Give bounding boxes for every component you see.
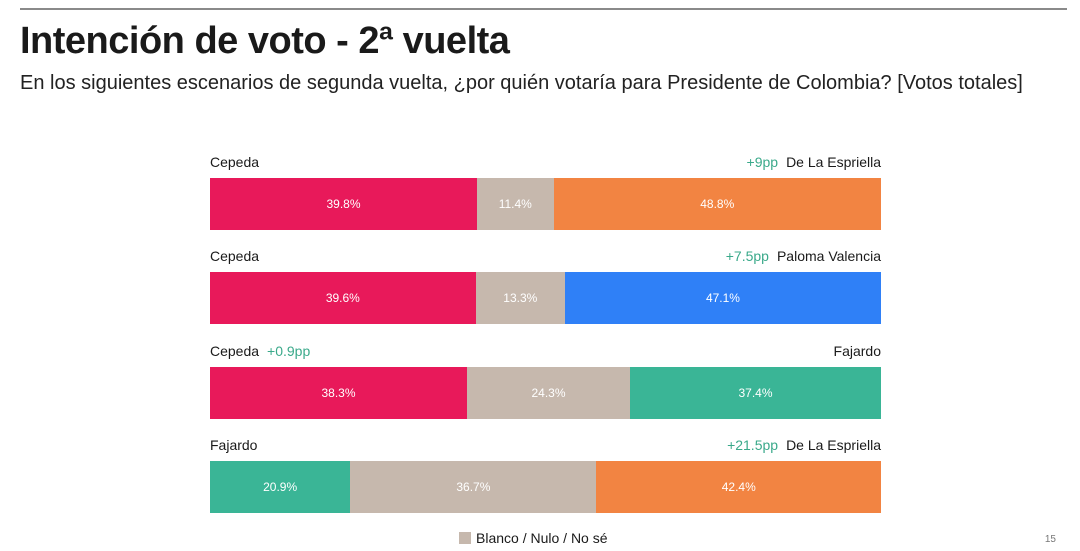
- scenario-1: Cepeda +9pp De La Espriella 39.8% 11.4% 48.8%: [210, 154, 881, 230]
- segment-value-label: 36.7%: [456, 480, 491, 494]
- page-number: 15: [1044, 534, 1056, 545]
- left-candidate-label: Cepeda: [210, 154, 259, 170]
- segment-value-label: 24.3%: [531, 386, 566, 400]
- scenario-header: Cepeda +0.9pp Fajardo: [210, 343, 881, 361]
- stacked-bar: 20.9% 36.7% 42.4%: [210, 461, 881, 513]
- bar-segment-blanco-nulo-no-s-: 24.3%: [466, 367, 631, 419]
- left-candidate-label: Cepeda +0.9pp: [210, 343, 310, 359]
- scenario-4: Fajardo +21.5pp De La Espriella 20.9% 36.7% 4…: [210, 437, 881, 513]
- lead-margin: +7.5pp: [725, 248, 769, 264]
- page-subtitle: En los siguientes escenarios de segunda …: [20, 72, 1023, 94]
- left-candidate-name: Fajardo: [210, 437, 258, 453]
- left-candidate-label: Fajardo: [210, 437, 257, 453]
- bar-segment-de-la-espriella: 48.8%: [553, 178, 881, 230]
- segment-value-label: 39.6%: [325, 291, 360, 305]
- stacked-bar: 39.6% 13.3% 47.1%: [210, 272, 881, 324]
- legend-label: Blanco / Nulo / No sé: [476, 530, 608, 546]
- bar-segment-fajardo: 20.9%: [210, 461, 351, 513]
- left-candidate-name: Cepeda: [210, 248, 260, 264]
- lead-margin: +9pp: [746, 154, 779, 170]
- lead-margin: +0.9pp: [267, 343, 311, 359]
- bar-segment-blanco-nulo-no-s-: 13.3%: [475, 272, 565, 324]
- segment-value-label: 38.3%: [321, 386, 356, 400]
- top-divider: [20, 8, 1067, 10]
- bar-segment-blanco-nulo-no-s-: 36.7%: [350, 461, 597, 513]
- segment-value-label: 37.4%: [738, 386, 773, 400]
- bar-segment-cepeda: 39.6%: [210, 272, 476, 324]
- right-candidate-label: +21.5pp De La Espriella: [727, 437, 881, 453]
- chart-legend: Blanco / Nulo / No sé: [459, 530, 608, 546]
- legend-swatch-blank: [459, 532, 471, 544]
- right-candidate-label: +7.5pp Paloma Valencia: [726, 248, 881, 264]
- right-candidate-name: Fajardo: [833, 343, 881, 359]
- right-candidate-label: Fajardo: [834, 343, 881, 359]
- segment-value-label: 48.8%: [700, 197, 735, 211]
- right-candidate-label: +9pp De La Espriella: [747, 154, 881, 170]
- segment-value-label: 11.4%: [498, 197, 532, 211]
- segment-value-label: 13.3%: [503, 291, 538, 305]
- stacked-bar: 38.3% 24.3% 37.4%: [210, 367, 881, 419]
- scenario-header: Cepeda +7.5pp Paloma Valencia: [210, 248, 881, 266]
- bar-segment-blanco-nulo-no-s-: 11.4%: [477, 178, 554, 230]
- segment-value-label: 39.8%: [326, 197, 361, 211]
- bar-segment-de-la-espriella: 42.4%: [596, 461, 881, 513]
- left-candidate-name: Cepeda: [210, 343, 260, 359]
- bar-segment-fajardo: 37.4%: [630, 367, 881, 419]
- right-candidate-name: De La Espriella: [786, 437, 881, 453]
- page-title: Intención de voto - 2ª vuelta: [20, 20, 510, 62]
- bar-segment-cepeda: 38.3%: [210, 367, 467, 419]
- scenario-header: Fajardo +21.5pp De La Espriella: [210, 437, 881, 455]
- left-candidate-label: Cepeda: [210, 248, 259, 264]
- segment-value-label: 47.1%: [705, 291, 740, 305]
- left-candidate-name: Cepeda: [210, 154, 260, 170]
- stacked-bar: 39.8% 11.4% 48.8%: [210, 178, 881, 230]
- scenario-header: Cepeda +9pp De La Espriella: [210, 154, 881, 172]
- segment-value-label: 42.4%: [721, 480, 756, 494]
- scenario-2: Cepeda +7.5pp Paloma Valencia 39.6% 13.3% 47.…: [210, 248, 881, 324]
- right-candidate-name: Paloma Valencia: [776, 248, 881, 264]
- bar-segment-paloma-valencia: 47.1%: [564, 272, 881, 324]
- right-candidate-name: De La Espriella: [786, 154, 881, 170]
- lead-margin: +21.5pp: [727, 437, 779, 453]
- segment-value-label: 20.9%: [263, 480, 298, 494]
- bar-segment-cepeda: 39.8%: [210, 178, 478, 230]
- scenario-3: Cepeda +0.9pp Fajardo 38.3% 24.3% 37.4%: [210, 343, 881, 419]
